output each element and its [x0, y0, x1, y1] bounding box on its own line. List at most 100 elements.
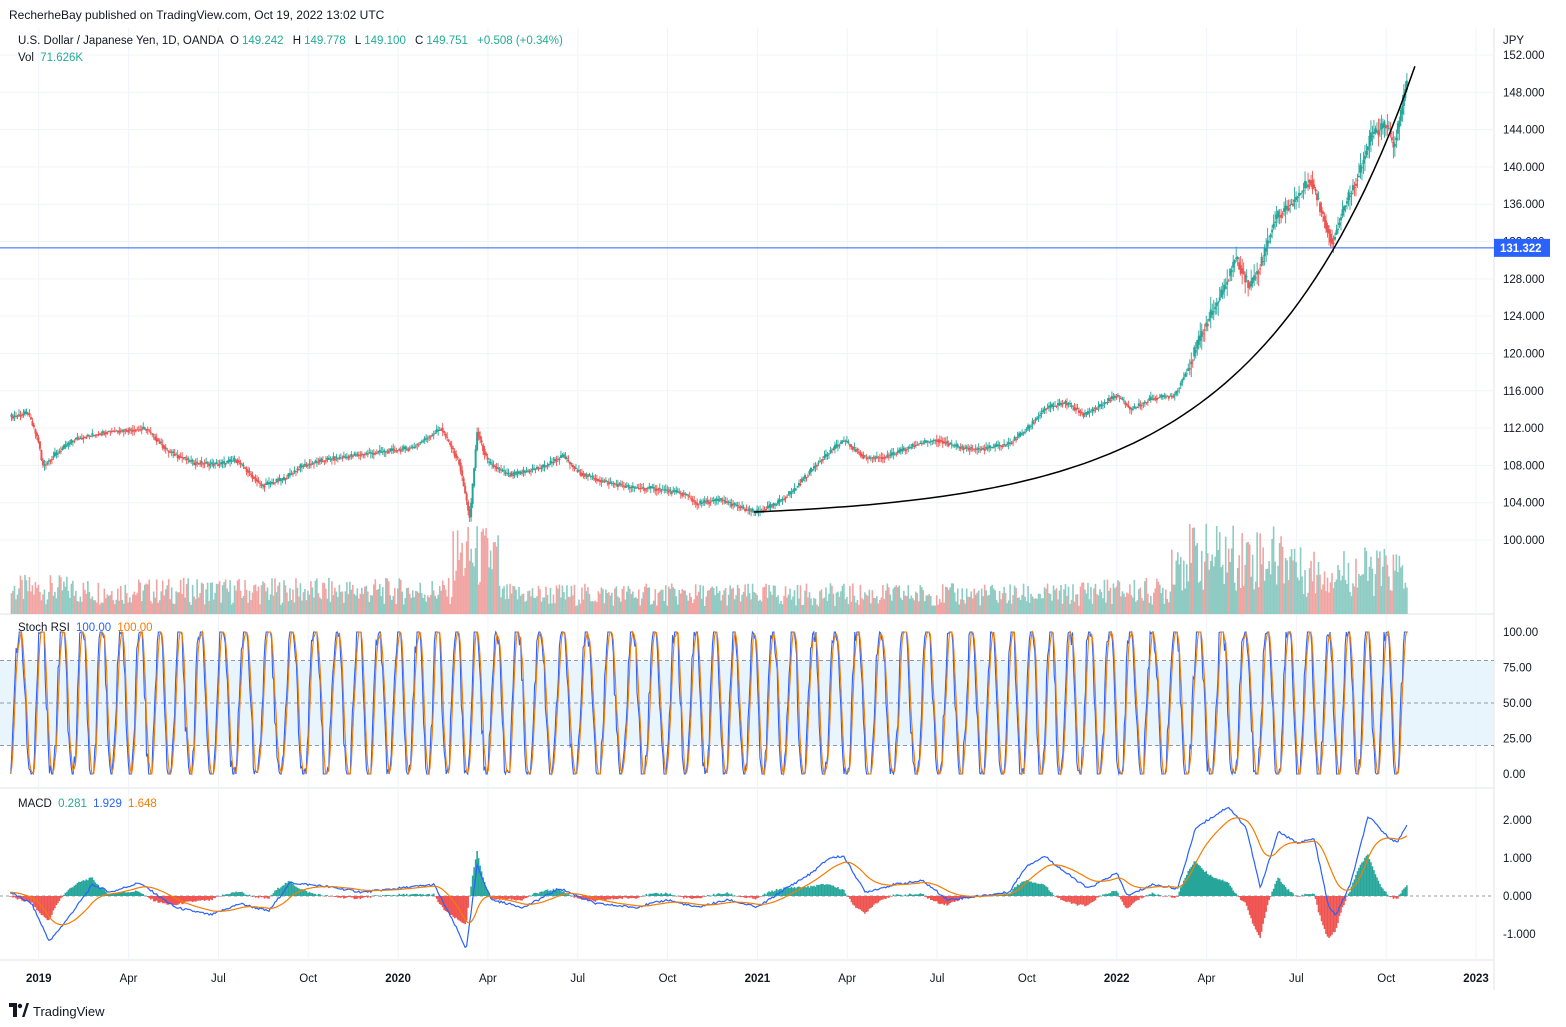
macd-hist-bar	[9, 896, 11, 897]
candle-body	[793, 487, 796, 491]
volume-bar	[865, 594, 868, 614]
candle-body	[1157, 397, 1160, 399]
volume-bar	[768, 584, 770, 614]
volume-bar	[182, 577, 185, 614]
tradingview-logo-icon[interactable]	[9, 1003, 29, 1022]
candle-body	[1128, 406, 1131, 410]
symbol-name[interactable]: U.S. Dollar / Japanese Yen, 1D, OANDA	[18, 35, 224, 47]
macd-hist-bar	[814, 886, 817, 896]
volume-bar	[40, 600, 43, 614]
candle-body	[221, 461, 224, 464]
chart-area[interactable]: 100.000 104.000 108.000 112.000 116.000 120.0…	[0, 28, 1566, 990]
tradingview-brand[interactable]: TradingView	[33, 1004, 105, 1019]
candle-body	[690, 497, 693, 500]
macd-hist-bar	[161, 896, 164, 904]
volume-bar	[384, 577, 387, 614]
macd-hist-bar	[99, 887, 101, 896]
macd-hist-bar	[1358, 867, 1360, 896]
macd-hist-bar	[563, 890, 565, 896]
macd-hist-bar	[603, 896, 606, 901]
volume-bar	[1099, 589, 1101, 614]
macd-hist-bar	[599, 896, 601, 900]
volume-bar	[187, 578, 189, 614]
macd-hist-bar	[715, 894, 718, 896]
candle-body	[300, 465, 303, 467]
volume-bar	[197, 597, 200, 614]
macd-hist-bar	[1404, 887, 1407, 896]
volume-bar	[572, 595, 574, 614]
macd-hist-bar	[600, 896, 603, 900]
volume-bar	[1343, 551, 1345, 614]
volume-bar	[1141, 597, 1143, 614]
macd-hist-bar	[349, 896, 351, 897]
candle-body	[384, 451, 387, 453]
macd-hist-bar	[63, 894, 65, 896]
time-tick-label: Oct	[1018, 973, 1037, 985]
macd-hist-bar	[510, 896, 513, 900]
candle-body	[107, 430, 110, 432]
macd-hist-bar	[54, 896, 56, 909]
volume-bar	[194, 599, 197, 614]
volume-bar	[920, 587, 923, 614]
macd-hist-bar	[48, 896, 50, 921]
macd-hist-bar	[292, 883, 294, 896]
chart-svg[interactable]: 100.000104.000108.000112.000116.000120.0…	[0, 28, 1566, 990]
candle-body	[127, 430, 130, 433]
macd-hist-bar	[928, 896, 931, 899]
macd-hist-bar	[1380, 887, 1383, 896]
macd-label[interactable]: MACD	[18, 798, 52, 810]
macd-hist-bar	[1388, 895, 1390, 897]
macd-hist-bar	[557, 889, 559, 896]
macd-hist-bar	[1211, 876, 1214, 896]
volume-bar	[835, 592, 838, 614]
candle-body	[540, 467, 543, 469]
candle-body	[429, 436, 432, 438]
candle-body	[859, 452, 862, 456]
candle-body	[215, 462, 218, 465]
volume-bar	[1082, 582, 1085, 614]
macd-hist-bar	[328, 896, 330, 897]
candle-body	[146, 429, 149, 431]
volume-bar	[1359, 575, 1362, 614]
macd-hist-bar	[193, 896, 195, 902]
stoch-label[interactable]: Stoch RSI	[18, 622, 70, 634]
macd-hist-bar	[461, 896, 463, 923]
macd-hist-bar	[1039, 883, 1041, 896]
candle-body	[381, 451, 384, 453]
volume-bar	[1379, 551, 1381, 614]
macd-hist-bar	[1230, 887, 1233, 896]
volume-bar	[1097, 595, 1100, 614]
macd-hist-value: 0.281	[58, 798, 87, 810]
candle-body	[1209, 309, 1212, 318]
macd-hist-bar	[1093, 896, 1095, 902]
candle-body	[167, 450, 170, 453]
candle-body	[1259, 268, 1262, 270]
candle-body	[1271, 229, 1274, 233]
volume-bar	[681, 589, 684, 614]
volume-bar	[1091, 603, 1094, 614]
volume-bar	[682, 590, 685, 614]
candle-body	[170, 451, 173, 453]
macd-hist-bar	[638, 896, 640, 898]
candle-body	[110, 430, 113, 432]
macd-hist-bar	[958, 896, 961, 901]
macd-hist-bar	[1197, 864, 1200, 896]
macd-hist-bar	[1064, 896, 1067, 902]
candle-body	[1250, 280, 1253, 287]
candle-body	[1010, 442, 1013, 444]
macd-hist-bar	[1242, 896, 1245, 902]
macd-hist-bar	[242, 892, 245, 896]
candle-body	[887, 456, 890, 458]
macd-hist-bar	[435, 896, 438, 899]
candle-body	[1139, 405, 1142, 407]
candle-body	[1254, 277, 1257, 279]
macd-hist-bar	[1096, 896, 1098, 898]
volume-bar	[670, 583, 673, 614]
macd-hist-bar	[155, 896, 158, 901]
macd-hist-bar	[1275, 880, 1278, 896]
candle-body	[1121, 398, 1124, 400]
macd-hist-bar	[1287, 889, 1290, 896]
macd-hist-bar	[1138, 896, 1140, 900]
candle-body	[1220, 289, 1223, 298]
candle-body	[1257, 271, 1260, 274]
